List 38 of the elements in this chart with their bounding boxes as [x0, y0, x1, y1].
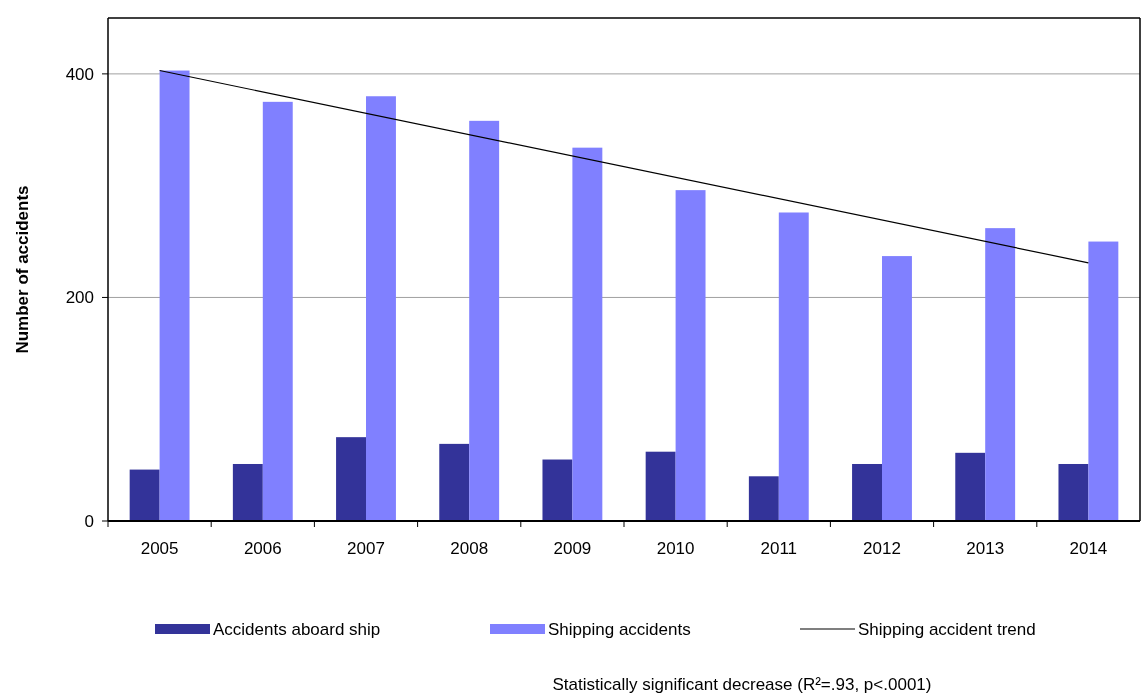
bar — [129, 469, 160, 521]
x-tick-label: 2014 — [1069, 539, 1108, 558]
bar — [439, 443, 470, 521]
bar — [1088, 241, 1119, 521]
bar — [748, 476, 779, 521]
x-tick-label: 2009 — [553, 539, 592, 558]
bar — [852, 463, 882, 521]
x-tick-label: 2010 — [656, 539, 695, 558]
bar — [778, 212, 809, 521]
bar — [1058, 463, 1089, 521]
bar — [985, 228, 1016, 521]
bar — [232, 463, 263, 521]
legend-label: Shipping accidents — [548, 619, 691, 639]
bar — [159, 70, 190, 521]
legend-label: Shipping accident trend — [858, 619, 1036, 639]
bar — [262, 101, 293, 521]
bar — [882, 256, 912, 521]
bar — [336, 437, 366, 521]
bar — [955, 452, 986, 521]
x-tick-label: 2011 — [760, 539, 798, 558]
x-tick-label: 2005 — [140, 539, 179, 558]
y-tick-label: 200 — [65, 288, 94, 308]
x-tick-label: 2008 — [450, 539, 489, 558]
legend-label: Accidents aboard ship — [213, 619, 381, 639]
bar — [675, 190, 706, 521]
bar — [366, 96, 396, 521]
bar — [572, 147, 603, 521]
bar — [469, 120, 500, 521]
y-axis-title: Number of accidents — [13, 185, 32, 354]
y-tick-label: 400 — [65, 64, 94, 84]
y-tick-label: 0 — [84, 511, 94, 531]
bar — [542, 459, 573, 521]
bar — [645, 451, 676, 521]
x-tick-label: 2013 — [966, 539, 1005, 558]
x-tick-label: 2007 — [347, 539, 385, 558]
x-tick-label: 2006 — [243, 539, 282, 558]
text: Statistically significant decrease (R²=.93, p<.0001) — [552, 675, 932, 694]
x-tick-label: 2012 — [863, 539, 901, 558]
